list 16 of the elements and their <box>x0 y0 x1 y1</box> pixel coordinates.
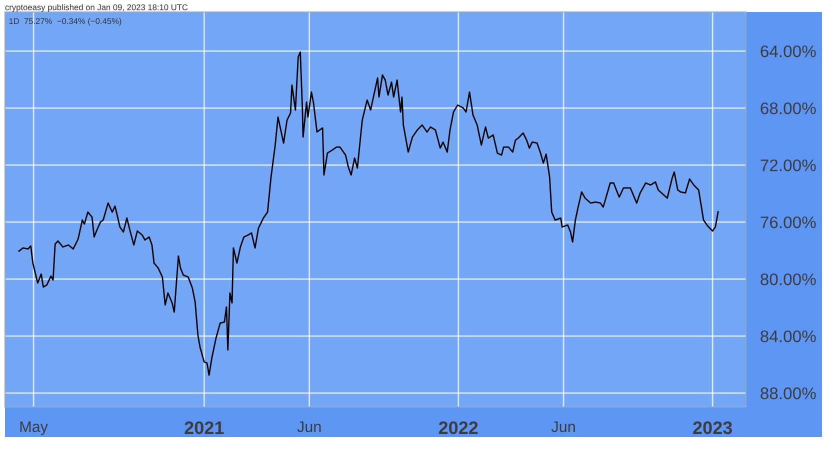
x-tick-label: Jun <box>297 421 321 432</box>
y-tick-label: 76.00% <box>760 216 816 228</box>
x-tick-label: 2022 <box>438 421 478 434</box>
y-tick-label: 72.00% <box>760 159 816 172</box>
y-tick-label: 88.00% <box>760 387 816 400</box>
y-tick-label: 64.00% <box>760 45 816 58</box>
x-tick-label: Jun <box>551 421 575 432</box>
line-series <box>18 51 719 376</box>
x-tick-label: May <box>20 421 48 436</box>
y-tick-label: 68.00% <box>760 102 816 114</box>
y-tick-label: 84.00% <box>760 330 816 342</box>
x-tick-label: 2023 <box>693 421 732 434</box>
text: cryptoeasy published on Jan 09, 2023 18:10 UTC <box>5 4 188 12</box>
text: 1D 75.27% −0.34% (−0.45%) <box>9 18 122 26</box>
y-tick-label: 80.00% <box>760 273 816 286</box>
x-tick-label: 2021 <box>184 421 224 434</box>
